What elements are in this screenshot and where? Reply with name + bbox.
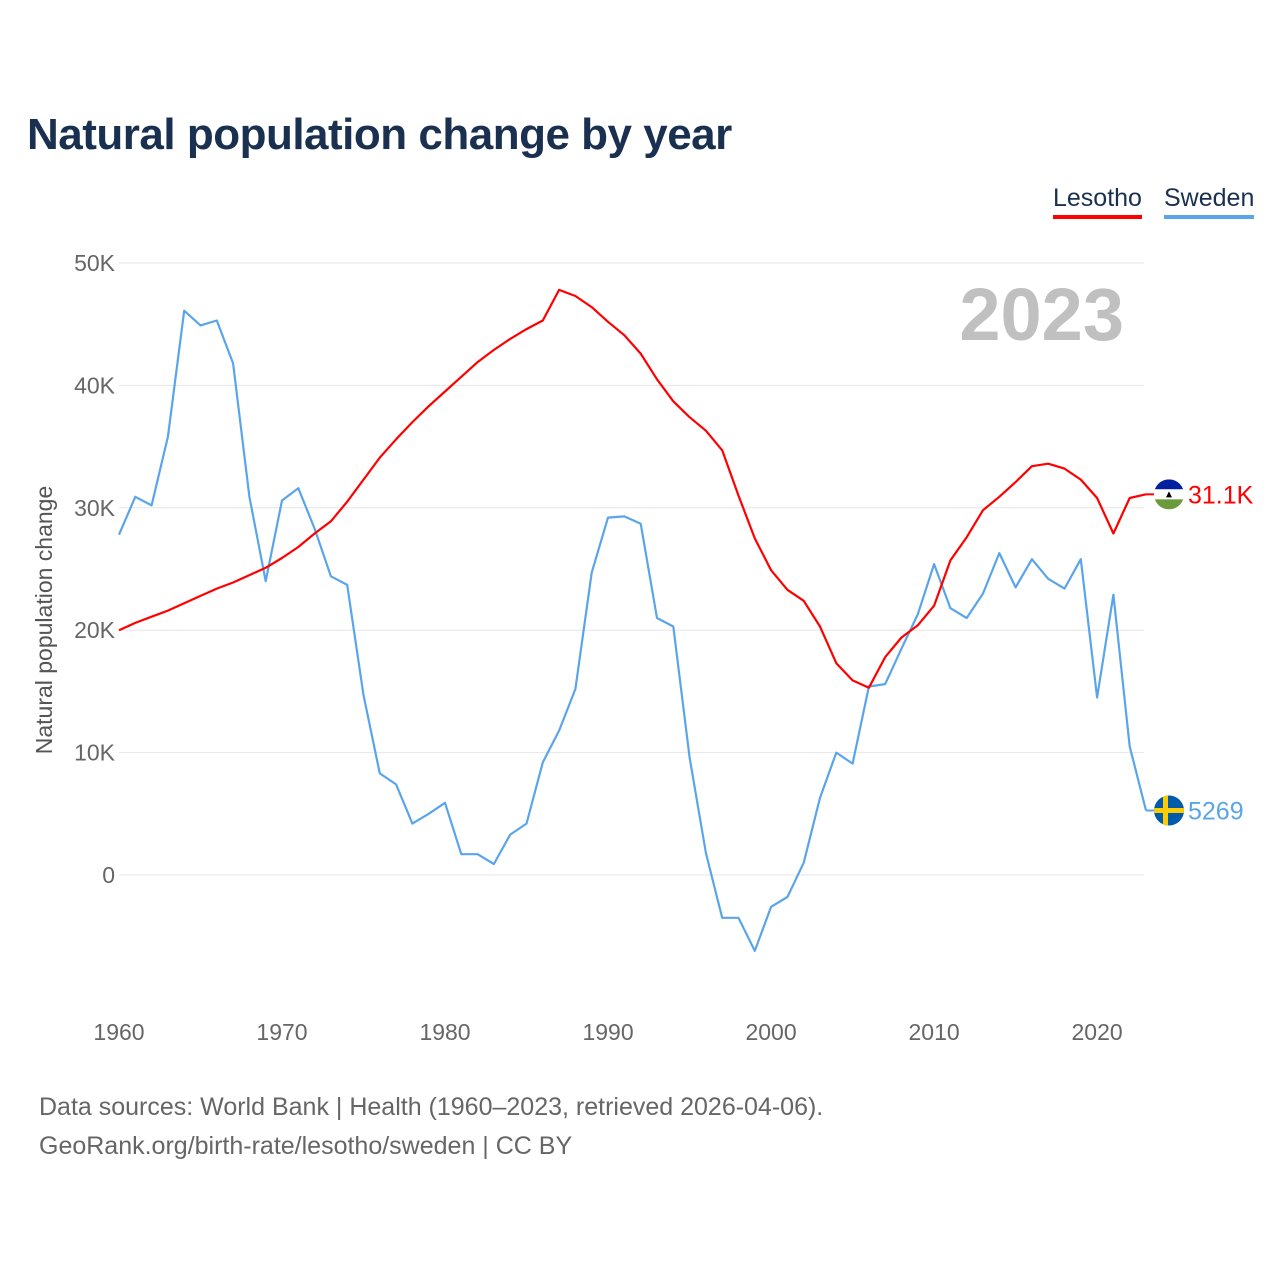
series-line-lesotho[interactable] — [118, 288, 1147, 689]
source-note: Data sources: World Bank | Health (1960–… — [39, 1088, 823, 1166]
year-watermark: 2023 — [959, 273, 1124, 356]
series-line-sweden[interactable] — [117, 309, 1148, 953]
sweden-flag-icon — [1154, 795, 1184, 826]
x-tick-label: 2000 — [745, 1019, 796, 1045]
end-value-label-sweden: 5269 — [1188, 798, 1244, 826]
end-value-label-lesotho: 31.1K — [1188, 481, 1254, 509]
legend-lesotho[interactable]: Lesotho — [1053, 184, 1142, 219]
x-tick-label: 1970 — [256, 1019, 307, 1045]
y-tick-label: 50K — [74, 250, 116, 276]
x-tick-label: 1990 — [582, 1019, 633, 1045]
y-axis-label: Natural population change — [31, 486, 57, 755]
x-tick-label: 2020 — [1072, 1019, 1123, 1045]
y-tick-label: 40K — [74, 372, 116, 398]
y-tick-label: 30K — [74, 495, 116, 521]
x-tick-label: 1980 — [419, 1019, 470, 1045]
lesotho-flag-icon — [1154, 479, 1184, 510]
source-line-1: Data sources: World Bank | Health (1960–… — [39, 1093, 824, 1121]
legend-sweden[interactable]: Sweden — [1164, 184, 1255, 219]
y-tick-label: 20K — [74, 617, 116, 643]
chart-title: Natural population change by year — [27, 110, 732, 159]
y-tick-label: 0 — [102, 862, 115, 888]
x-tick-label: 1960 — [93, 1019, 144, 1045]
y-tick-label: 10K — [74, 740, 116, 766]
source-line-2[interactable]: GeoRank.org/birth-rate/lesotho/sweden | … — [39, 1132, 573, 1160]
x-tick-label: 2010 — [908, 1019, 959, 1045]
